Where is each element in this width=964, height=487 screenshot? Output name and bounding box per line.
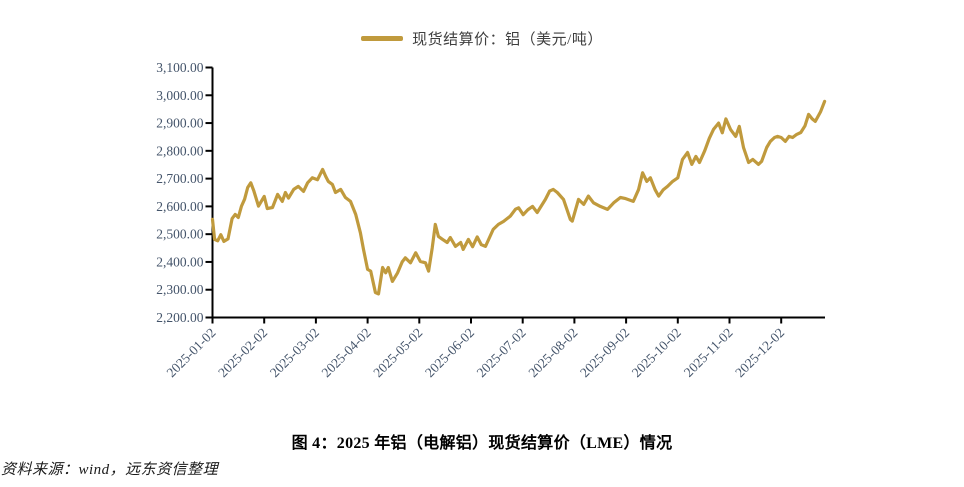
x-tick-label: 2025-09-02: [577, 325, 632, 380]
price-line: [210, 99, 827, 296]
x-tick-label: 2025-07-02: [474, 325, 529, 380]
y-tick-label: 3,000.00: [156, 88, 204, 103]
y-tick-label: 2,800.00: [156, 143, 204, 158]
y-tick-label: 2,400.00: [156, 254, 204, 269]
x-tick-label: 2025-05-02: [370, 325, 425, 380]
x-tick-label: 2025-08-02: [525, 325, 580, 380]
legend-line-swatch: [361, 36, 404, 41]
x-tick-label: 2025-04-02: [319, 325, 374, 380]
y-tick-label: 3,100.00: [156, 60, 204, 75]
y-tick-label: 2,900.00: [156, 116, 204, 131]
x-tick-label: 2025-01-02: [163, 325, 218, 380]
y-tick-label: 2,500.00: [156, 227, 204, 242]
y-tick-label: 2,600.00: [156, 199, 204, 214]
price-line-chart: 2,200.00 2,300.00 2,400.00 2,500.00 2,600.00…: [156, 60, 827, 380]
x-tick-label: 2025-02-02: [215, 325, 270, 380]
y-tick-label: 2,300.00: [156, 282, 204, 297]
data-source-note: 资料来源：wind，远东资信整理: [1, 462, 219, 478]
x-tick-label: 2025-11-02: [681, 325, 736, 380]
y-tick-label: 2,200.00: [156, 310, 204, 325]
x-tick-label: 2025-12-02: [732, 325, 787, 380]
figure-caption: 图 4：2025 年铝（电解铝）现货结算价（LME）情况: [291, 435, 673, 452]
y-tick-label: 2,700.00: [156, 171, 204, 186]
x-tick-label: 2025-03-02: [267, 325, 322, 380]
x-tick-label: 2025-10-02: [629, 325, 684, 380]
legend-label: 现货结算价：铝（美元/吨）: [412, 32, 603, 48]
x-tick-label: 2025-06-02: [422, 325, 477, 380]
chart-legend: 现货结算价：铝（美元/吨）: [0, 28, 964, 49]
